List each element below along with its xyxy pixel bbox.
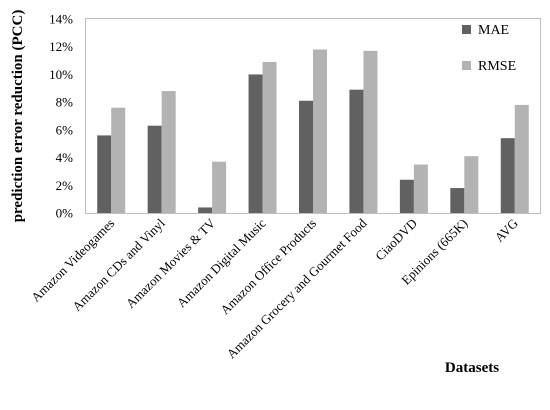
bar-rmse (161, 91, 176, 213)
bars (97, 49, 529, 214)
bar-rmse (363, 50, 378, 213)
y-tick-label: 8% (56, 95, 74, 110)
plot-frame (85, 18, 541, 214)
x-tick-label: AVG (492, 216, 521, 245)
x-tick-label: Amazon Digital Music (174, 215, 269, 310)
y-axis-ticks: 0% 2% 4% 6% 8% 10% 12% 14% (49, 12, 73, 221)
bar-mae (147, 125, 162, 213)
y-tick-label: 10% (49, 67, 73, 82)
bar-rmse (262, 61, 277, 214)
legend-swatch-rmse (462, 61, 471, 70)
x-tick-label: Amazon CDs and Vinyl (69, 215, 168, 314)
bar-mae (500, 138, 515, 213)
bar-mae (349, 89, 364, 213)
bar-rmse (212, 161, 227, 213)
bar-rmse (313, 49, 327, 213)
x-tick-label: Amazon Office Products (217, 216, 319, 318)
bar-mae (299, 100, 313, 213)
x-tick-label: Amazon Videogames (28, 216, 117, 305)
bar-mae (248, 74, 263, 213)
bar-mae (198, 207, 213, 213)
bar-rmse (514, 104, 529, 213)
x-tick-label: Amazon Movies & TV (123, 215, 219, 311)
y-tick-label: 12% (49, 39, 73, 54)
bar-rmse (464, 156, 479, 213)
y-tick-label: 6% (56, 122, 74, 137)
x-axis-title: Datasets (445, 360, 499, 376)
bar-rmse (413, 164, 428, 213)
y-tick-label: 2% (56, 178, 74, 193)
legend: MAE RMSE (462, 23, 516, 74)
y-tick-label: 14% (49, 12, 73, 27)
bar-mae (399, 179, 414, 213)
y-tick-label: 0% (56, 206, 74, 221)
y-tick-label: 4% (56, 150, 74, 165)
legend-label-mae: MAE (478, 23, 509, 38)
bar-mae (97, 135, 112, 213)
bar-mae (450, 188, 465, 213)
bar-rmse (111, 107, 126, 213)
x-tick-label: CiaoDVD (372, 216, 420, 264)
y-axis-title: prediction error reduction (PCC) (10, 10, 26, 223)
legend-swatch-mae (462, 25, 471, 34)
legend-label-rmse: RMSE (478, 59, 516, 74)
